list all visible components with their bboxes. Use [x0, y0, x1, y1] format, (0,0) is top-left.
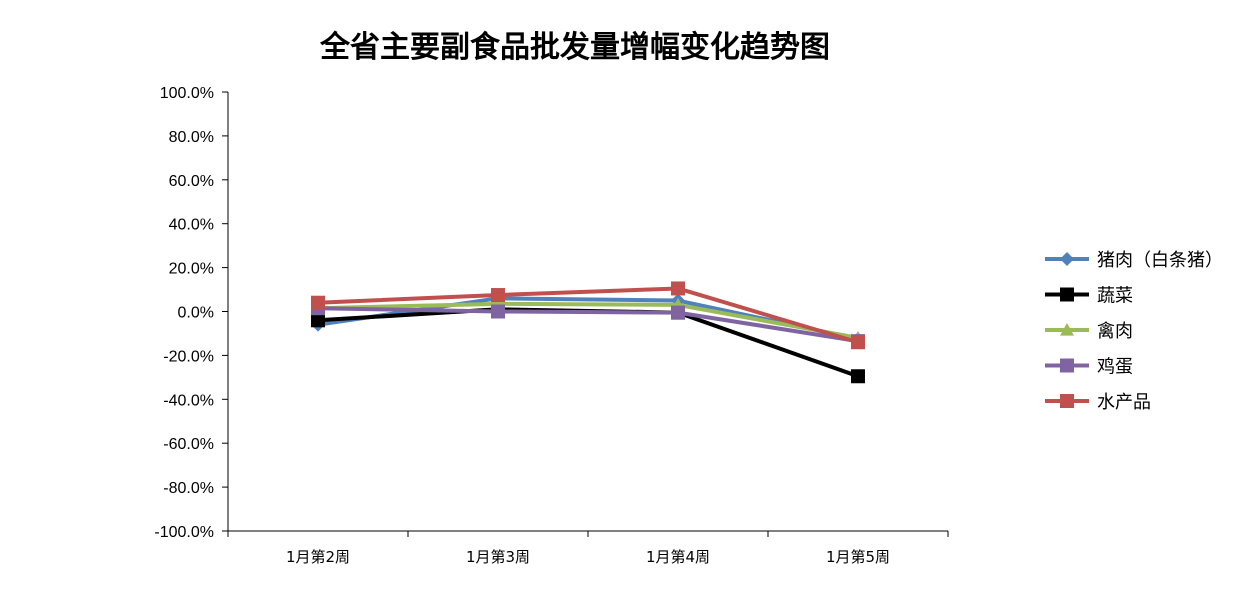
legend-marker — [1060, 287, 1074, 302]
legend-item: 猪肉（白条猪） — [1045, 250, 1223, 271]
series-line — [317, 306, 859, 344]
series-1 — [311, 302, 865, 384]
legend-item: 蔬菜 — [1045, 286, 1133, 307]
data-point — [491, 304, 505, 319]
y-tick-label: 0.0% — [178, 305, 214, 322]
data-point — [851, 369, 865, 384]
y-tick-label: -20.0% — [163, 348, 214, 365]
legend-label: 禽肉 — [1097, 321, 1133, 342]
x-tick-label: 1月第3周 — [466, 548, 530, 566]
legend-marker — [1060, 252, 1074, 266]
y-tick-label: -40.0% — [163, 392, 214, 409]
data-point — [671, 305, 685, 320]
legend-marker — [1060, 394, 1074, 408]
legend-label: 猪肉（白条猪） — [1097, 250, 1223, 271]
y-tick-label: 60.0% — [169, 173, 214, 190]
series-line — [317, 286, 859, 345]
x-tick-label: 1月第2周 — [286, 548, 350, 566]
x-tick-label: 1月第4周 — [646, 548, 710, 566]
data-point — [311, 295, 325, 310]
y-tick-label: -100.0% — [154, 524, 214, 541]
axes: -100.0% -80.0% -60.0% -40.0% -20.0% 0.0% 20.0%… — [154, 85, 949, 566]
data-point — [671, 281, 685, 296]
series-4 — [311, 281, 865, 350]
legend-marker — [1060, 323, 1074, 336]
legend-label: 水产品 — [1097, 392, 1151, 413]
series-line — [317, 301, 859, 340]
legend-item: 水产品 — [1045, 392, 1151, 413]
legend-marker — [1060, 358, 1074, 373]
y-tick-label: -60.0% — [163, 436, 214, 453]
data-point — [491, 288, 505, 303]
data-point — [311, 313, 325, 328]
legend-label: 鸡蛋 — [1097, 357, 1133, 378]
y-tick-label: -80.0% — [163, 480, 214, 497]
y-tick-label: 20.0% — [169, 261, 214, 278]
plot-series — [311, 281, 865, 384]
chart-title: 全省主要副食品批发量增幅变化趋势图 — [320, 30, 830, 65]
y-tick-label: 80.0% — [169, 129, 214, 146]
legend-item: 鸡蛋 — [1045, 357, 1133, 378]
legend-item: 禽肉 — [1045, 321, 1133, 342]
data-point — [851, 335, 865, 350]
y-tick-label: 100.0% — [160, 85, 214, 102]
y-tick-label: 40.0% — [169, 217, 214, 234]
x-tick-label: 1月第5周 — [826, 548, 890, 566]
legend-label: 蔬菜 — [1097, 286, 1133, 307]
